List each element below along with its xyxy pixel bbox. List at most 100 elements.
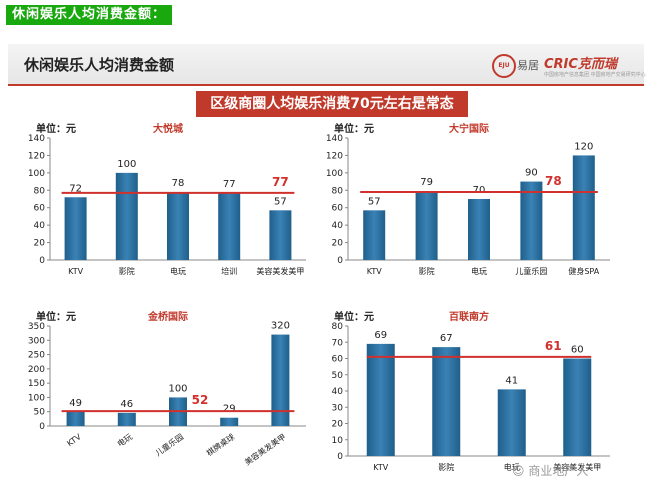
category-label: KTV [65,432,83,448]
bar [218,192,241,260]
category-label: 儿童乐园 [515,266,547,276]
category-label: 儿童乐园 [153,431,185,458]
bar [415,191,438,260]
y-tick-label: 0 [39,256,45,266]
category-label: 影院 [119,266,135,276]
y-tick-label: 0 [337,452,343,462]
bar-value-label: 120 [574,141,593,152]
category-label: 美容美发美甲 [242,431,287,467]
y-tick-label: 60 [34,204,46,214]
category-label: 电玩 [504,462,520,472]
y-tick-label: 140 [326,134,343,144]
bar-value-label: 100 [117,159,136,170]
slide: 休闲娱乐人均消费金额 EJU 易居 CRIC克而瑞 中国房地产信息集团 中国房地… [8,38,646,484]
y-tick-label: 50 [332,371,344,381]
y-tick-label: 10 [332,436,344,446]
y-tick-label: 60 [332,204,344,214]
category-label: 影院 [438,462,454,472]
chart-bailian: 单位：元 百联南方 0 10 20 30 40 50 60 70 80 69 KTV 67 影院 41 电玩 60… [332,310,610,472]
y-tick-label: 80 [34,186,46,196]
y-tick-label: 200 [28,365,45,375]
bar [269,210,292,260]
bar [468,199,490,260]
y-tick-label: 150 [28,379,45,389]
y-tick-label: 0 [337,256,343,266]
bar-value-label: 70 [473,185,486,196]
bar [563,358,592,456]
category-label: 美容美发美甲 [256,266,304,276]
category-label: 影院 [419,266,435,276]
bar [363,210,386,260]
category-label: KTV [367,267,383,276]
bar-value-label: 60 [571,345,584,356]
category-label: 培训 [221,266,237,276]
y-tick-label: 300 [28,336,45,346]
bar-value-label: 79 [420,177,433,188]
bar-value-label: 78 [172,178,185,189]
y-tick-label: 250 [28,351,45,361]
y-tick-label: 80 [332,186,344,196]
chart-dayuecheng: 单位：元 大悦城 0 20 40 60 80 100 120 140 72 KTV 100 影院 78 电玩 7… [28,122,306,276]
bar [220,417,239,426]
y-tick-label: 100 [326,169,343,179]
y-tick-label: 60 [332,355,344,365]
bar-value-label: 29 [223,404,236,415]
y-unit-label: 单位：元 [334,122,374,135]
category-label: 健身SPA [568,266,599,276]
bar-value-label: 100 [168,383,187,394]
chart-title: 大宁国际 [449,122,489,135]
category-label: 美容美发美甲 [553,462,601,472]
y-unit-label: 单位：元 [334,310,374,323]
chart-title: 百联南方 [449,310,489,323]
bar [64,197,87,260]
cric-logo: CRIC克而瑞 [544,57,617,72]
bar [366,343,395,456]
wechat-watermark: ☺ 商业地产人 [512,462,588,479]
y-tick-label: 350 [28,322,45,332]
bar [117,412,136,426]
eju-logo-text: 易居 [517,59,539,72]
category-label: 电玩 [170,266,186,276]
chart-daning: 单位：元 大宁国际 0 20 40 60 80 100 120 140 57 KTV 79 影院 70 电玩 9… [326,122,610,276]
category-label: KTV [68,267,84,276]
y-tick-label: 0 [39,422,45,432]
average-label: 61 [545,339,562,353]
y-tick-label: 70 [332,338,344,348]
y-tick-label: 20 [332,239,344,249]
y-tick-label: 40 [332,221,344,231]
y-tick-label: 30 [332,403,344,413]
slide-title: 休闲娱乐人均消费金额 [24,56,175,74]
bar-value-label: 90 [525,168,538,179]
y-tick-label: 100 [28,169,45,179]
category-label: KTV [373,463,389,472]
y-tick-label: 80 [332,322,344,332]
bar-value-label: 57 [368,196,381,207]
bar [66,412,85,426]
bar [520,181,543,260]
bar-value-label: 49 [69,398,82,409]
category-label: 棋牌桌球 [204,431,236,458]
bar [167,192,189,260]
y-tick-label: 140 [28,134,45,144]
chart-jinqiao: 单位：元 金桥国际 0 50 100 150 200 250 300 350 49 KTV 46 电玩 10… [28,310,306,467]
bar [572,155,595,260]
bar-value-label: 72 [69,183,82,194]
average-label: 77 [272,175,289,189]
summary-banner: 区级商圈人均娱乐消费70元左右是常态 [196,91,468,117]
bar-value-label: 46 [120,399,133,410]
bar-value-label: 67 [440,333,453,344]
wechat-icon: ☺ [512,464,525,478]
chart-title: 大悦城 [153,122,183,135]
chart-title: 金桥国际 [147,310,188,323]
y-tick-label: 20 [34,239,46,249]
bar-value-label: 41 [505,375,518,386]
category-label: 电玩 [115,431,134,448]
y-tick-label: 120 [326,151,343,161]
eju-logo-icon: EJU [492,54,516,78]
y-tick-label: 20 [332,420,344,430]
bar [271,334,290,426]
y-tick-label: 100 [28,393,45,403]
bar [432,347,461,456]
average-label: 52 [192,393,209,407]
y-tick-label: 40 [332,387,344,397]
